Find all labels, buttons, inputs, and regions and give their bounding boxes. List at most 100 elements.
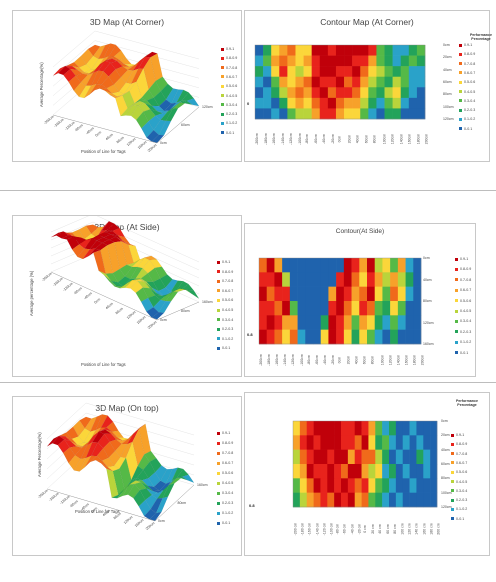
legend-item: 0.5-0.6 bbox=[217, 471, 233, 475]
heatmap-cell bbox=[341, 435, 349, 450]
heatmap-cell bbox=[354, 492, 362, 508]
heatmap-cell bbox=[255, 108, 264, 120]
heatmap-cell bbox=[297, 272, 306, 287]
heatmap-cell bbox=[293, 449, 301, 465]
heatmap-cell bbox=[334, 478, 342, 493]
legend-swatch bbox=[217, 279, 220, 283]
heatmap-cell bbox=[334, 435, 342, 450]
x-tick-label: 60 cm bbox=[385, 524, 390, 534]
heatmap-cell bbox=[368, 478, 376, 493]
heatmap-cell bbox=[287, 55, 296, 67]
legend-swatch bbox=[451, 489, 454, 493]
heatmap-cell bbox=[375, 492, 383, 508]
x-tick-label: -80 cm bbox=[335, 523, 340, 535]
heatmap-cell bbox=[423, 492, 431, 508]
heatmap-cell bbox=[289, 301, 298, 316]
y-axis-label: Average Percentage(%) bbox=[39, 62, 44, 107]
x-tick-label: -180cm bbox=[263, 133, 268, 145]
heatmap-cell bbox=[327, 435, 335, 450]
legend-label: 0.1-0.2 bbox=[222, 336, 234, 341]
legend-label: 0-0.1 bbox=[456, 516, 465, 521]
heatmap-cell bbox=[397, 258, 406, 273]
x-tick-label: 180 cm bbox=[429, 523, 434, 535]
heatmap-cell bbox=[416, 55, 426, 67]
heatmap-cell bbox=[335, 97, 345, 109]
heatmap-cell bbox=[299, 492, 308, 508]
heatmap-cell bbox=[430, 449, 438, 465]
x-tick-label: -40cm bbox=[321, 134, 326, 144]
heatmap-cell bbox=[382, 258, 391, 273]
heatmap-cell bbox=[430, 492, 438, 508]
grid-line bbox=[94, 30, 200, 60]
grid-line bbox=[50, 221, 94, 241]
heatmap-cell bbox=[390, 286, 399, 302]
legend-item: 0.6-0.7 bbox=[451, 461, 467, 465]
heatmap-cell bbox=[311, 87, 321, 99]
legend-item: 0.6-0.7 bbox=[221, 75, 237, 79]
x-tick-label: -160cm bbox=[275, 354, 280, 366]
chart-title: Contour(At Side) bbox=[335, 228, 385, 235]
x-tick-label: 140cm bbox=[395, 354, 400, 366]
heatmap-cell bbox=[319, 66, 329, 78]
heatmap-cell bbox=[352, 87, 361, 99]
heatmap-cell bbox=[413, 258, 422, 273]
legend-label: 0.3-0.4 bbox=[460, 319, 472, 324]
legend-swatch bbox=[221, 103, 224, 107]
heatmap-cell bbox=[336, 272, 345, 287]
heatmap-cell bbox=[347, 421, 356, 436]
heatmap-cell bbox=[336, 286, 345, 302]
heatmap-cell bbox=[405, 329, 414, 345]
heatmap-cell bbox=[306, 435, 314, 450]
heatmap-cell bbox=[402, 478, 410, 493]
legend-item: 0.3-0.4 bbox=[451, 489, 467, 493]
x-tick-label: 80cm bbox=[372, 134, 377, 144]
legend-swatch bbox=[455, 267, 458, 271]
origin-label: 0 bbox=[247, 101, 250, 106]
heatmap-cell bbox=[367, 286, 376, 302]
heatmap-cell bbox=[279, 108, 288, 120]
heatmap-cell bbox=[271, 97, 280, 109]
heatmap-cell bbox=[287, 87, 296, 99]
heatmap-cell bbox=[395, 421, 404, 436]
legend-label: 0.4-0.5 bbox=[464, 89, 476, 94]
heatmap-cell bbox=[359, 301, 368, 316]
legend-swatch bbox=[451, 470, 454, 474]
heatmap-cell bbox=[327, 108, 337, 120]
heatmap-cell bbox=[400, 87, 410, 99]
heatmap-cell bbox=[400, 108, 410, 120]
heatmap-cell bbox=[347, 435, 356, 450]
x-tick-label: -40cm bbox=[322, 355, 327, 365]
heatmap-cell bbox=[382, 272, 391, 287]
heatmap-cell bbox=[413, 329, 422, 345]
heatmap-cell bbox=[334, 421, 342, 436]
y-axis-line bbox=[156, 301, 200, 321]
heatmap-cell bbox=[400, 66, 410, 78]
heatmap-cell bbox=[408, 45, 418, 56]
legend-label: 0.4-0.5 bbox=[456, 479, 468, 484]
legend-label: 0.4-0.5 bbox=[222, 308, 234, 312]
heatmap-cell bbox=[289, 258, 298, 273]
chart-3d-corner: 3D Map (At Corner) -200cm -160cm -120cm -80… bbox=[12, 10, 242, 162]
y-axis-line bbox=[154, 484, 195, 522]
heatmap-cell bbox=[408, 76, 418, 88]
heatmap-cell bbox=[334, 492, 342, 508]
heatmap-cell bbox=[351, 315, 360, 330]
heatmap-cell bbox=[327, 421, 335, 436]
heatmap-cell bbox=[354, 464, 362, 479]
heatmap-cell bbox=[376, 87, 385, 99]
legend-swatch bbox=[217, 471, 220, 475]
heatmap-cell bbox=[289, 286, 298, 302]
chart-title: 3D Map (At Side) bbox=[94, 222, 160, 232]
legend-label: 0.8-0.9 bbox=[464, 52, 476, 57]
heatmap-cell bbox=[287, 97, 296, 109]
heatmap-cell bbox=[327, 449, 335, 465]
legend-label: 0.1-0.2 bbox=[456, 507, 468, 512]
x-tick-label: -120cm bbox=[288, 133, 293, 145]
heatmap-cell bbox=[266, 272, 275, 287]
heatmap-cell bbox=[319, 55, 329, 67]
heatmap-cell bbox=[305, 272, 314, 287]
x-tick-label: -200 cm bbox=[293, 522, 298, 536]
heatmap-cell bbox=[299, 435, 308, 450]
x-tick-label: -100cm bbox=[297, 133, 302, 145]
heatmap-cell bbox=[413, 301, 422, 316]
